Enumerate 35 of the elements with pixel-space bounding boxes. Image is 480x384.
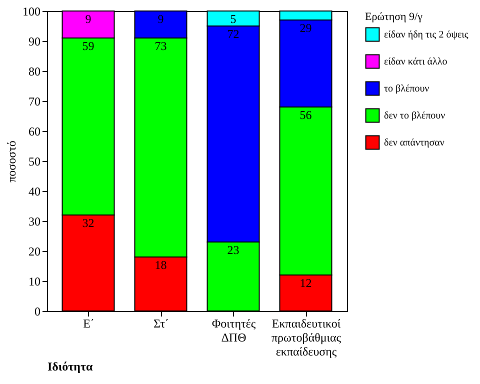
data-label: 18 — [154, 258, 167, 272]
x-tick-label: Εκπαιδευτικοί πρωτοβάθμιας εκπαίδευσης — [271, 316, 342, 358]
y-tick-label: 70 — [28, 94, 40, 108]
legend-title: Ερώτηση 9/γ — [365, 11, 423, 23]
legend-label: δεν το βλέπουν — [384, 110, 446, 122]
legend-label: είδαν ήδη τις 2 όψεις — [384, 30, 468, 40]
x-tick-label: Ε΄ — [83, 316, 94, 330]
y-tick-label: 0 — [34, 304, 40, 318]
data-label: 23 — [227, 243, 240, 257]
data-label: 73 — [154, 39, 167, 53]
data-label: 56 — [300, 108, 312, 122]
data-label: 9 — [85, 12, 92, 26]
data-label: 9 — [158, 12, 164, 26]
legend-label: το βλέπουν — [384, 84, 430, 94]
legend-label: είδαν κάτι άλλο — [384, 56, 448, 68]
y-tick-label: 40 — [28, 184, 40, 198]
data-label: 5 — [230, 12, 236, 26]
y-tick-label: 10 — [28, 274, 40, 288]
data-label: 29 — [300, 21, 312, 35]
data-label: 59 — [82, 39, 94, 53]
y-tick-label: 50 — [28, 154, 40, 168]
legend-label: δεν απάντησαν — [384, 138, 445, 148]
y-tick-label: 100 — [22, 4, 40, 18]
x-tick-label: Στ΄ — [153, 316, 170, 330]
x-tick-label: Φοιτητές ΔΠΘ — [212, 316, 256, 344]
y-tick-label: 30 — [28, 214, 40, 228]
y-tick-label: 20 — [28, 244, 40, 258]
y-tick-label: 60 — [28, 124, 40, 138]
data-label: 12 — [300, 276, 312, 290]
data-label: 72 — [227, 27, 240, 41]
data-label: 32 — [82, 216, 94, 230]
y-tick-label: 80 — [28, 64, 40, 78]
y-tick-label: 90 — [28, 34, 40, 48]
x-axis-title: Ιδιότητα — [48, 360, 93, 374]
y-axis-title: ποσοστό — [4, 140, 18, 182]
